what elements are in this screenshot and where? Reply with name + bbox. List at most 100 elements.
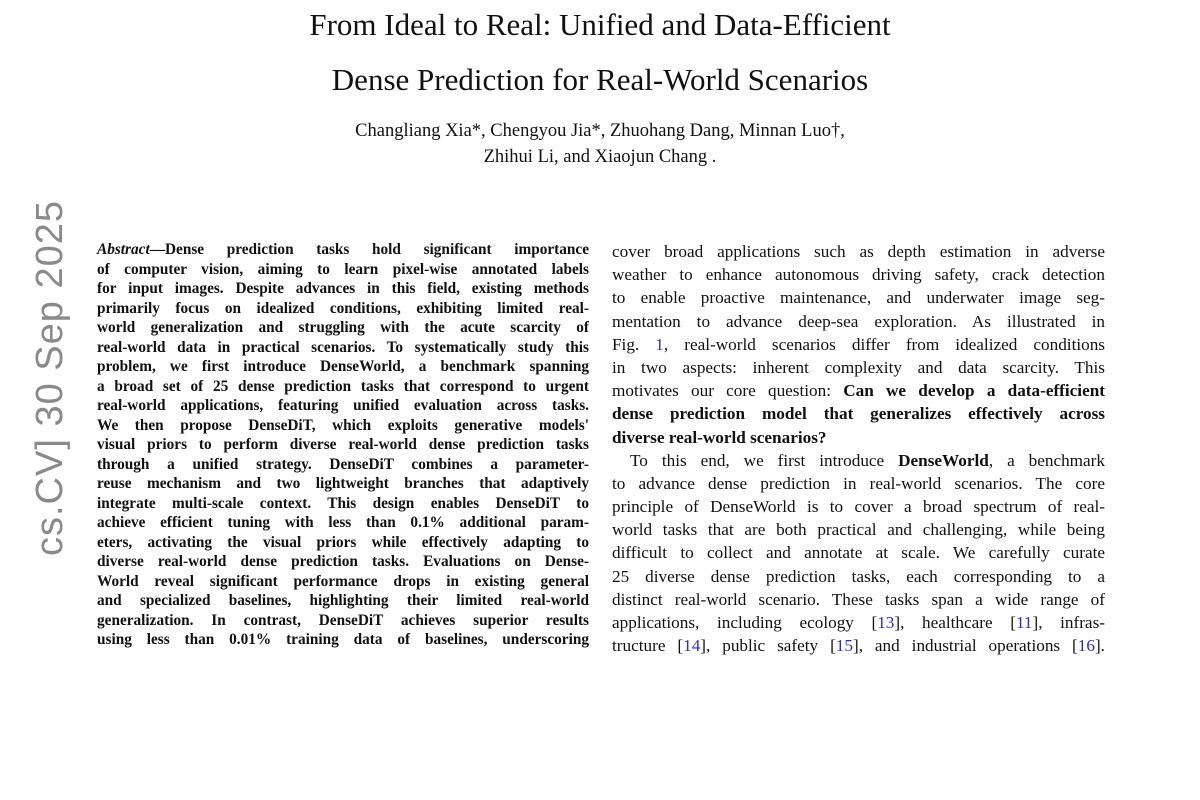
citation-link[interactable]: 16: [1077, 636, 1095, 656]
text-span: ], and industrial operations [: [852, 636, 1078, 656]
text-line: To this end, we first introduce DenseWor…: [612, 449, 1105, 472]
text-span: distinct real-world scenario. These task…: [612, 589, 1105, 609]
text-line: World reveal significant performance dro…: [97, 572, 589, 592]
author-list-line-2: Zhihui Li, and Xiaojun Chang .: [483, 147, 717, 167]
text-span: real-world data in practical scenarios. …: [97, 338, 589, 356]
text-span: weather to enhance autonomous driving sa…: [612, 265, 1105, 285]
text-span: Fig.: [612, 334, 656, 354]
text-line: through a unified strategy. DenseDiT com…: [97, 455, 589, 475]
text-line: tructure [14], public safety [15], and i…: [612, 634, 1105, 657]
text-span: in two aspects: inherent complexity and …: [612, 357, 1105, 377]
text-span: motivates our core question:: [612, 381, 844, 401]
text-span: problem, we first introduce DenseWorld, …: [97, 358, 589, 375]
text-line: to advance dense prediction in real-worl…: [612, 472, 1105, 495]
text-line: problem, we first introduce DenseWorld, …: [97, 357, 589, 377]
text-span: and specialized baselines, highlighting …: [97, 592, 589, 609]
text-span: a broad set of 25 dense prediction tasks…: [97, 377, 589, 395]
text-line: Fig. 1, real-world scenarios differ from…: [612, 333, 1105, 356]
text-line: world generalization and struggling with…: [97, 318, 589, 338]
citation-link[interactable]: 14: [683, 636, 701, 656]
text-span: generalization. In contrast, DenseDiT ac…: [97, 611, 589, 629]
bold-text: diverse real-world scenarios?: [612, 427, 827, 447]
text-span: cover broad applications such as depth e…: [612, 242, 1105, 261]
text-line: visual priors to perform diverse real-wo…: [97, 435, 589, 455]
citation-link[interactable]: 1: [655, 334, 664, 354]
citation-link[interactable]: 13: [877, 613, 895, 632]
text-line: of computer vision, aiming to learn pixe…: [97, 260, 589, 280]
author-list-line-1: Changliang Xia*, Chengyou Jia*, Zhuohang…: [355, 121, 845, 141]
text-span: World reveal significant performance dro…: [97, 572, 589, 590]
bold-text: dense prediction model that generalizes …: [612, 404, 1105, 424]
text-line: 25 diverse dense prediction tasks, each …: [612, 565, 1105, 588]
text-line: diverse real-world dense prediction task…: [97, 552, 589, 572]
text-line: We then propose DenseDiT, which exploits…: [97, 416, 589, 436]
text-span: eters, activating the visual priors whil…: [97, 533, 589, 551]
text-span: through a unified strategy. DenseDiT com…: [97, 455, 589, 473]
text-span: primarily focus on idealized conditions,…: [97, 299, 589, 317]
abstract: Abstract—Dense prediction tasks hold sig…: [97, 240, 589, 650]
text-line: a broad set of 25 dense prediction tasks…: [97, 377, 589, 397]
text-line: applications, including ecology [13], he…: [612, 611, 1105, 634]
text-span: To this end, we first introduce: [630, 450, 899, 470]
introduction-text: cover broad applications such as depth e…: [612, 240, 1105, 657]
text-line: for input images. Despite advances in th…: [97, 279, 589, 299]
paper-title-line-2: Dense Prediction for Real-World Scenario…: [331, 62, 869, 97]
text-line: mentation to advance deep-sea exploratio…: [612, 310, 1105, 333]
text-span: —Dense prediction tasks hold significant…: [149, 241, 589, 258]
bold-text: Can we develop a data-efficient: [843, 381, 1105, 401]
text-span: 25 diverse dense prediction tasks, each …: [612, 566, 1105, 586]
text-line: Abstract—Dense prediction tasks hold sig…: [97, 240, 589, 260]
text-span: diverse real-world dense prediction task…: [97, 553, 589, 570]
text-line: principle of DenseWorld is to cover a br…: [612, 495, 1105, 518]
text-line: dense prediction model that generalizes …: [612, 402, 1105, 425]
text-span: applications, including ecology [: [612, 613, 878, 632]
text-span: using less than 0.01% training data of b…: [97, 631, 589, 648]
text-line: weather to enhance autonomous driving sa…: [612, 263, 1105, 286]
italic-text: Abstract: [97, 241, 150, 258]
citation-link[interactable]: 15: [835, 636, 853, 656]
text-span: , real-world scenarios differ from ideal…: [663, 334, 1105, 354]
text-span: ], infras-: [1032, 613, 1105, 632]
text-span: achieve efficient tuning with less than …: [97, 514, 589, 531]
text-line: difficult to collect and annotate at sca…: [612, 541, 1105, 564]
text-span: visual priors to perform diverse real-wo…: [97, 436, 589, 453]
text-line: real-world data in practical scenarios. …: [97, 338, 589, 358]
text-line: motivates our core question: Can we deve…: [612, 379, 1105, 402]
paper-title-line-1: From Ideal to Real: Unified and Data-Eff…: [309, 7, 891, 42]
text-span: ], public safety [: [700, 636, 836, 656]
text-line: eters, activating the visual priors whil…: [97, 533, 589, 553]
text-line: distinct real-world scenario. These task…: [612, 588, 1105, 611]
text-span: ], healthcare [: [894, 613, 1016, 632]
text-span: to advance dense prediction in real-worl…: [612, 473, 1105, 493]
text-span: to enable proactive maintenance, and und…: [612, 288, 1105, 308]
text-line: world tasks that are both practical and …: [612, 518, 1105, 541]
text-line: using less than 0.01% training data of b…: [97, 630, 589, 650]
text-span: tructure [: [612, 636, 684, 656]
text-line: cover broad applications such as depth e…: [612, 240, 1105, 263]
text-line: in two aspects: inherent complexity and …: [612, 356, 1105, 379]
text-span: ].: [1094, 636, 1105, 656]
text-span: world tasks that are both practical and …: [612, 520, 1105, 540]
text-span: integrate multi-scale context. This desi…: [97, 494, 589, 512]
arxiv-stamp: cs.CV] 30 Sep 2025: [29, 200, 71, 556]
text-line: generalization. In contrast, DenseDiT ac…: [97, 611, 589, 631]
bold-text: DenseWorld: [898, 450, 989, 470]
text-span: We then propose DenseDiT, which exploits…: [97, 416, 589, 434]
text-span: of computer vision, aiming to learn pixe…: [97, 260, 589, 278]
text-span: for input images. Despite advances in th…: [97, 280, 589, 297]
text-line: and specialized baselines, highlighting …: [97, 591, 589, 611]
text-span: reuse mechanism and two lightweight bran…: [97, 475, 589, 492]
text-span: world generalization and struggling with…: [97, 319, 589, 336]
text-span: mentation to advance deep-sea exploratio…: [612, 311, 1105, 331]
citation-link[interactable]: 11: [1015, 613, 1033, 632]
text-line: primarily focus on idealized conditions,…: [97, 299, 589, 319]
text-line: diverse real-world scenarios?: [612, 426, 1105, 449]
text-line: reuse mechanism and two lightweight bran…: [97, 474, 589, 494]
text-span: real-world applications, featuring unifi…: [97, 397, 589, 414]
text-span: , a benchmark: [988, 450, 1105, 470]
text-line: to enable proactive maintenance, and und…: [612, 286, 1105, 309]
text-line: real-world applications, featuring unifi…: [97, 396, 589, 416]
text-line: achieve efficient tuning with less than …: [97, 513, 589, 533]
text-span: difficult to collect and annotate at sca…: [612, 543, 1105, 563]
text-span: principle of DenseWorld is to cover a br…: [612, 497, 1105, 517]
